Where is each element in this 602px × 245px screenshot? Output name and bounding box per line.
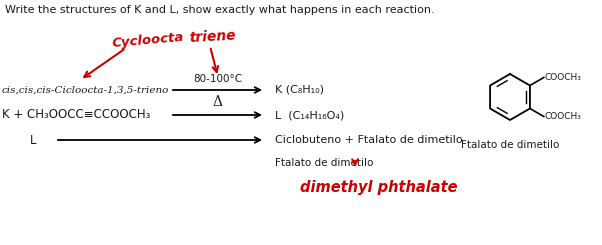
Text: Write the structures of K and L, show exactly what happens in each reaction.: Write the structures of K and L, show ex… xyxy=(5,5,435,15)
Text: Cycloocta: Cycloocta xyxy=(111,30,185,50)
Text: dimethyl phthalate: dimethyl phthalate xyxy=(300,180,458,195)
Text: L  (C₁₄H₁₆O₄): L (C₁₄H₁₆O₄) xyxy=(275,110,344,120)
Text: L: L xyxy=(30,134,37,147)
Text: 80-100°C: 80-100°C xyxy=(193,74,242,84)
Text: Δ: Δ xyxy=(213,95,223,109)
Text: K + CH₃OOCC≡CCOOCH₃: K + CH₃OOCC≡CCOOCH₃ xyxy=(2,109,150,122)
Text: cis,cis,cis-Cicloocta-1,3,5-trieno: cis,cis,cis-Cicloocta-1,3,5-trieno xyxy=(2,86,169,95)
Text: COOCH₃: COOCH₃ xyxy=(545,73,582,82)
Text: Ftalato de dimetilo: Ftalato de dimetilo xyxy=(275,158,373,168)
Text: COOCH₃: COOCH₃ xyxy=(545,112,582,121)
Text: triene: triene xyxy=(189,29,237,45)
Text: Ftalato de dimetilo: Ftalato de dimetilo xyxy=(461,140,559,150)
Text: K (C₈H₁₀): K (C₈H₁₀) xyxy=(275,85,324,95)
Text: Ciclobuteno + Ftalato de dimetilo: Ciclobuteno + Ftalato de dimetilo xyxy=(275,135,462,145)
